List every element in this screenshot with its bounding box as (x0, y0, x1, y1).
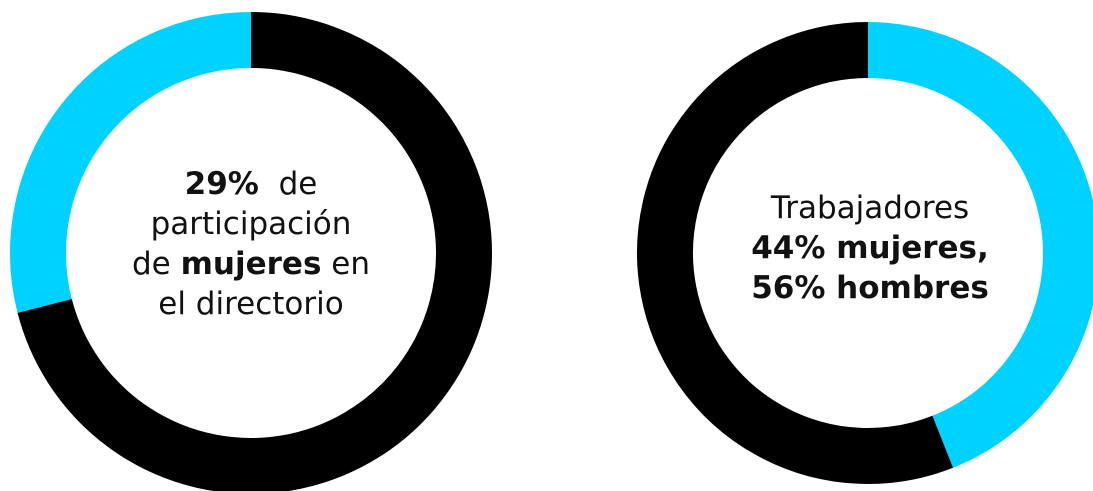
label-en: en (331, 246, 370, 282)
women-workers-percent: 44% mujeres, (751, 230, 989, 266)
women-director-percent: 29% (184, 166, 259, 202)
label-women-workers: 44% mujeres, (700, 228, 1040, 268)
label-trabajadores: Trabajadores (770, 190, 970, 226)
label-de-2: de (132, 246, 171, 282)
label-line-3: de mujeres en (108, 244, 394, 284)
donut-chart-directorio (10, 12, 492, 491)
donut-slice-women (867, 22, 1093, 468)
donut-slice-rest (17, 12, 492, 491)
label-de: de (278, 166, 318, 202)
donut-slice-women (10, 12, 252, 313)
label-line-2: participación (150, 206, 352, 242)
men-workers-percent: 56% hombres (751, 270, 989, 306)
donut-slice-rest (637, 22, 953, 484)
donut-trabajadores-label: Trabajadores 44% mujeres, 56% hombres (700, 188, 1040, 308)
label-line-1: 29% de (108, 164, 394, 204)
label-men-workers: 56% hombres (700, 268, 1040, 308)
label-mujeres: mujeres (180, 246, 322, 282)
donut-chart-trabajadores (637, 22, 1093, 484)
donut-directorio-label: 29% de participación de mujeres en el di… (108, 164, 394, 324)
label-line-4: el directorio (158, 286, 344, 322)
